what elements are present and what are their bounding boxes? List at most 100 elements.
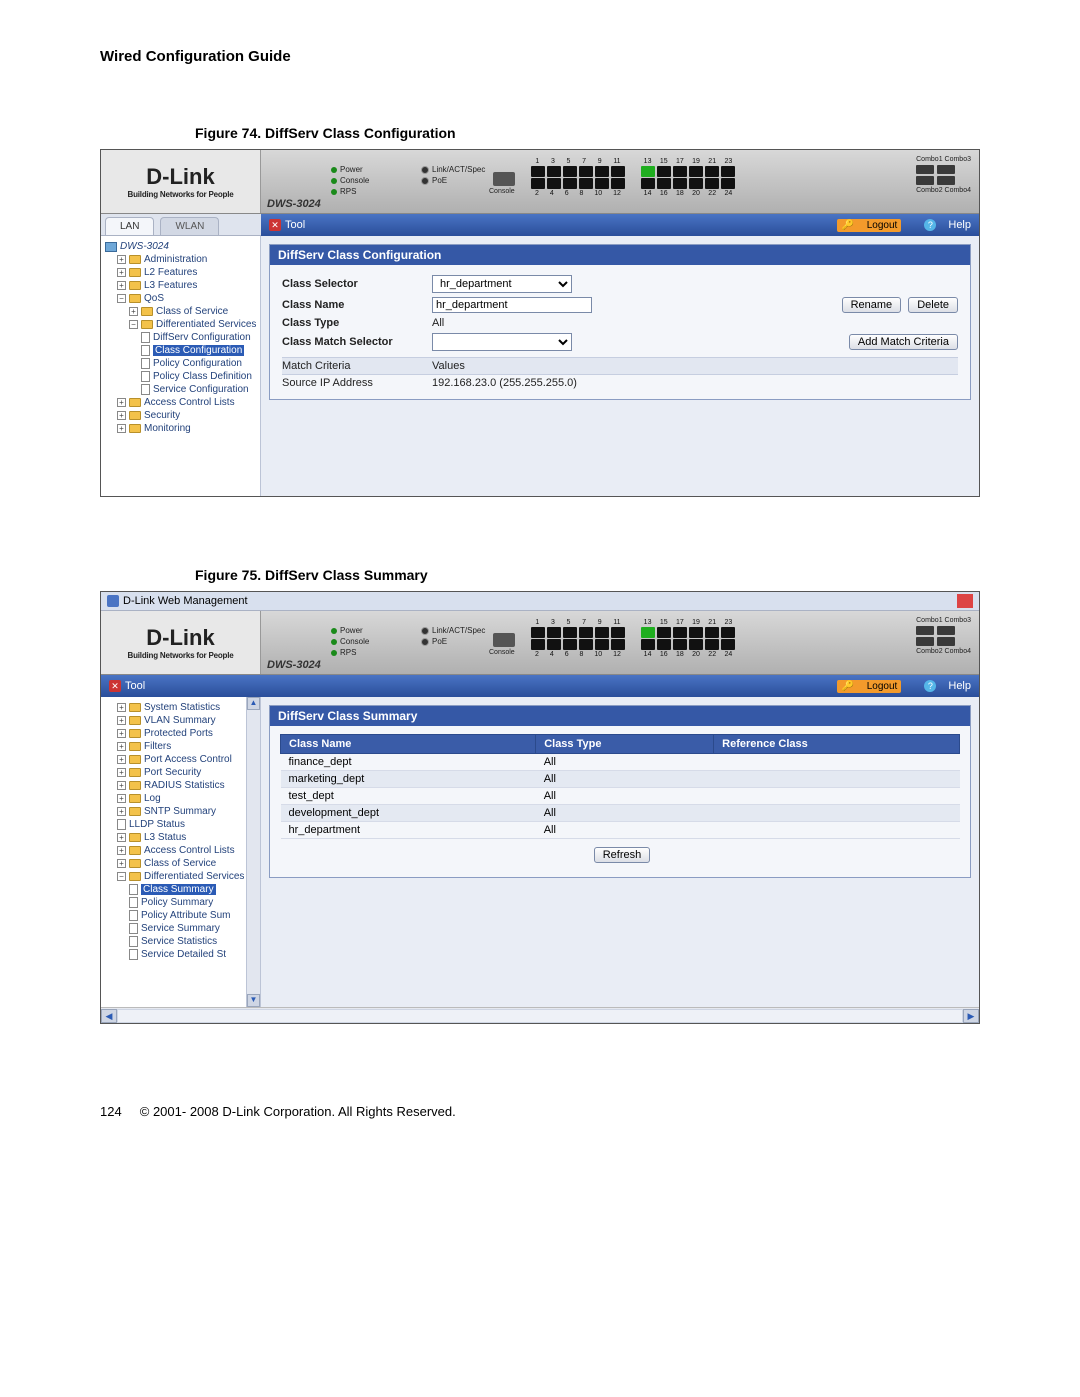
tool-icon-2[interactable]: ✕ — [109, 680, 121, 692]
tree-item[interactable]: +Filters — [103, 740, 258, 753]
tree-item[interactable]: Service Configuration — [103, 383, 258, 396]
tree-item[interactable]: +Port Access Control — [103, 753, 258, 766]
scrollbar-h[interactable]: ◀ ▶ — [101, 1007, 979, 1023]
table-cell: development_dept — [281, 805, 536, 822]
tree-item[interactable]: +L3 Features — [103, 279, 258, 292]
figure74-screenshot: D-Link Building Networks for People Powe… — [100, 149, 980, 497]
tree-item[interactable]: +Class of Service — [103, 857, 258, 870]
port-block-3: 1357911 24681012 — [531, 619, 625, 658]
tree-item[interactable]: +Class of Service — [103, 305, 258, 318]
tree-item[interactable]: +L3 Status — [103, 831, 258, 844]
tree-root[interactable]: DWS-3024 — [103, 240, 258, 253]
class-name-label: Class Name — [282, 299, 432, 311]
tree-item[interactable]: +Monitoring — [103, 422, 258, 435]
page-number: 124 — [100, 1104, 122, 1119]
tree-item[interactable]: −Differentiated Services — [103, 318, 258, 331]
console-port — [493, 172, 515, 186]
table-cell — [714, 822, 960, 839]
tree-item[interactable]: Policy Summary — [103, 896, 258, 909]
table-header: Reference Class — [714, 735, 960, 754]
help-button-2[interactable]: ?Help — [914, 680, 971, 692]
tree-item[interactable]: Policy Attribute Sum — [103, 909, 258, 922]
device-header-2: D-Link Building Networks for People Powe… — [101, 611, 979, 675]
add-match-button[interactable]: Add Match Criteria — [849, 334, 958, 350]
table-header: Class Name — [281, 735, 536, 754]
logo-cell: D-Link Building Networks for People — [101, 150, 261, 213]
tree-item[interactable]: +Port Security — [103, 766, 258, 779]
tool-icon[interactable]: ✕ — [269, 219, 281, 231]
app-icon — [107, 595, 119, 607]
tree-item[interactable]: +RADIUS Statistics — [103, 779, 258, 792]
table-cell: hr_department — [281, 822, 536, 839]
tree-item[interactable]: Service Summary — [103, 922, 258, 935]
status-leds-2: Power Console RPS — [331, 625, 369, 658]
tabs-row: LAN WLAN — [101, 214, 261, 236]
tree-item[interactable]: −QoS — [103, 292, 258, 305]
criteria-col-left: Match Criteria — [282, 360, 432, 372]
refresh-button[interactable]: Refresh — [594, 847, 651, 863]
tree-item[interactable]: +SNTP Summary — [103, 805, 258, 818]
tree-item[interactable]: +Administration — [103, 253, 258, 266]
tree-item[interactable]: +System Statistics — [103, 701, 258, 714]
figure74-caption-label: Figure 74. — [195, 125, 261, 141]
table-row: marketing_deptAll — [281, 771, 960, 788]
tree-item[interactable]: Class Configuration — [103, 344, 258, 357]
window-title: D-Link Web Management — [123, 595, 248, 607]
tree-item[interactable]: +Security — [103, 409, 258, 422]
figure75-caption-body: DiffServ Class Summary — [265, 567, 428, 583]
rename-button[interactable]: Rename — [842, 297, 902, 313]
scrollbar-v[interactable]: ▲ ▼ — [246, 697, 260, 1007]
table-cell — [714, 788, 960, 805]
tree-item[interactable]: Policy Class Definition — [103, 370, 258, 383]
led-console: Console — [340, 176, 369, 185]
device-model-2: DWS-3024 — [267, 659, 321, 671]
combo-label-top-2: Combo1 Combo3 — [916, 617, 971, 624]
figure75-caption-label: Figure 75. — [195, 567, 261, 583]
tree-item[interactable]: +Log — [103, 792, 258, 805]
class-match-dropdown[interactable] — [432, 333, 572, 351]
port-block-1: 1357911 24681012 — [531, 158, 625, 197]
tab-wlan[interactable]: WLAN — [160, 217, 219, 235]
tree-item[interactable]: +VLAN Summary — [103, 714, 258, 727]
config-panel: DiffServ Class Configuration Class Selec… — [269, 244, 971, 400]
logout-button-2[interactable]: 🔑 Logout — [837, 680, 901, 693]
link-leds-2: Link/ACT/Spec PoE — [421, 625, 485, 647]
class-name-input[interactable] — [432, 297, 592, 313]
led-power-2: Power — [340, 626, 363, 635]
combo-ports-2: Combo1 Combo3 Combo2 Combo4 — [916, 617, 971, 655]
table-row: hr_departmentAll — [281, 822, 960, 839]
toolbar-2: ✕ Tool 🔑 Logout ?Help — [101, 675, 979, 697]
scroll-left-arrow[interactable]: ◀ — [101, 1009, 117, 1023]
tree-item[interactable]: Policy Configuration — [103, 357, 258, 370]
tree-item[interactable]: +L2 Features — [103, 266, 258, 279]
tree-item[interactable]: DiffServ Configuration — [103, 331, 258, 344]
class-type-label: Class Type — [282, 317, 432, 329]
tree-item[interactable]: +Access Control Lists — [103, 396, 258, 409]
tree-item[interactable]: Service Statistics — [103, 935, 258, 948]
tab-lan[interactable]: LAN — [105, 217, 154, 235]
tree-item[interactable]: +Access Control Lists — [103, 844, 258, 857]
tool-label-2[interactable]: Tool — [125, 680, 145, 692]
logo-tagline: Building Networks for People — [128, 190, 234, 199]
tree-item[interactable]: Service Detailed St — [103, 948, 258, 961]
table-row: development_deptAll — [281, 805, 960, 822]
window-close-button[interactable] — [957, 594, 973, 608]
class-match-label: Class Match Selector — [282, 336, 432, 348]
scroll-track[interactable] — [117, 1009, 963, 1023]
tool-label[interactable]: Tool — [285, 219, 305, 231]
help-button[interactable]: ?Help — [914, 219, 971, 231]
table-cell: marketing_dept — [281, 771, 536, 788]
panel-title: DiffServ Class Configuration — [270, 245, 970, 265]
class-selector-dropdown[interactable]: hr_department — [432, 275, 572, 293]
table-cell: All — [536, 822, 714, 839]
table-row: finance_deptAll — [281, 754, 960, 771]
delete-button[interactable]: Delete — [908, 297, 958, 313]
tree-item[interactable]: LLDP Status — [103, 818, 258, 831]
logout-button[interactable]: 🔑 Logout — [837, 219, 901, 232]
tree-item[interactable]: +Protected Ports — [103, 727, 258, 740]
tree-item[interactable]: −Differentiated Services — [103, 870, 258, 883]
combo-label-bottom: Combo2 Combo4 — [916, 187, 971, 194]
scroll-right-arrow[interactable]: ▶ — [963, 1009, 979, 1023]
table-cell — [714, 805, 960, 822]
tree-item[interactable]: Class Summary — [103, 883, 258, 896]
